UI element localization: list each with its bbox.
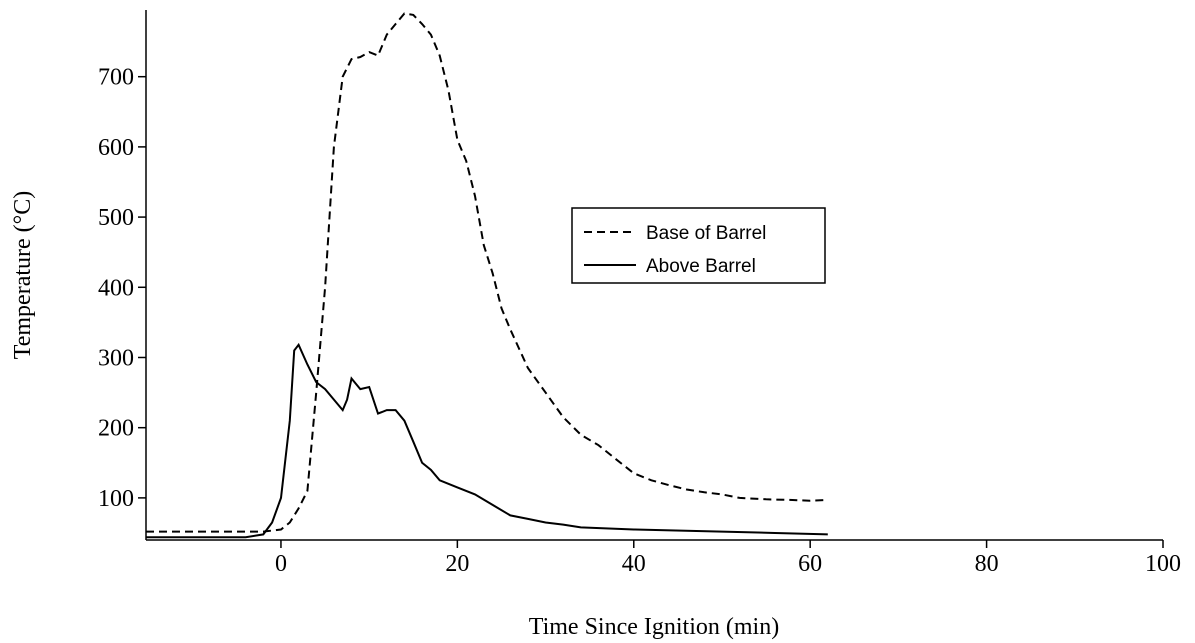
x-tick-label: 0	[275, 551, 287, 577]
x-axis-label: Time Since Ignition (min)	[529, 614, 779, 640]
legend-label: Base of Barrel	[646, 223, 766, 244]
x-tick-label: 100	[1145, 551, 1181, 577]
y-tick-label: 300	[98, 345, 134, 371]
x-tick-label: 40	[622, 551, 646, 577]
y-tick-label: 400	[98, 275, 134, 301]
x-tick-label: 60	[798, 551, 822, 577]
y-tick-label: 200	[98, 416, 134, 442]
line	[146, 342, 828, 539]
y-tick-label: 500	[98, 205, 134, 231]
x-tick-label: 20	[445, 551, 469, 577]
y-tick-label: 700	[98, 65, 134, 91]
legend	[571, 207, 826, 284]
y-tick-label: 100	[98, 486, 134, 512]
y-axis-label: Temperature (°C)	[10, 191, 36, 360]
y-tick-label: 600	[98, 135, 134, 161]
x-tick-label: 80	[975, 551, 999, 577]
line	[146, 12, 828, 533]
legend-label: Above Barrel	[646, 256, 756, 277]
